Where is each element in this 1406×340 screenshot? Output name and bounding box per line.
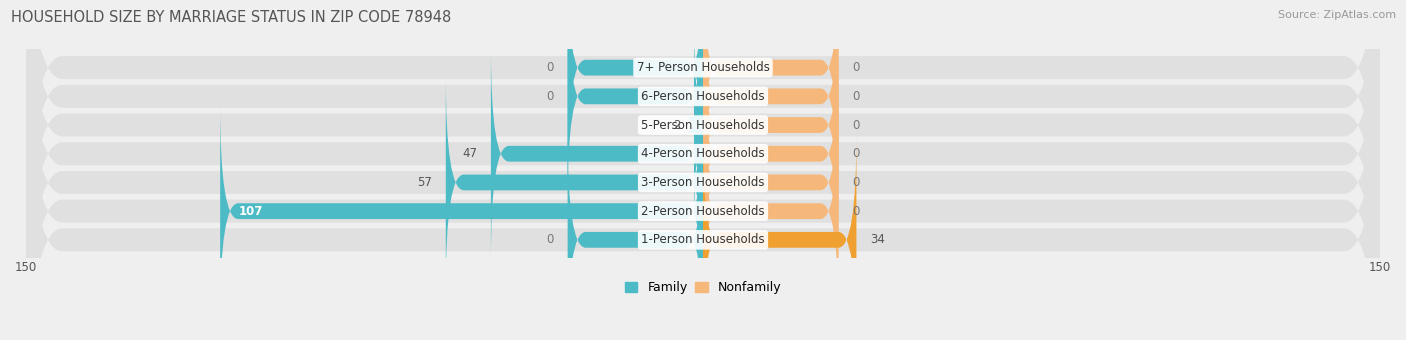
Text: 7+ Person Households: 7+ Person Households: [637, 61, 769, 74]
Text: 0: 0: [852, 147, 859, 160]
Text: 0: 0: [852, 90, 859, 103]
FancyBboxPatch shape: [27, 0, 1379, 314]
Text: 107: 107: [238, 205, 263, 218]
FancyBboxPatch shape: [446, 75, 703, 289]
Text: HOUSEHOLD SIZE BY MARRIAGE STATUS IN ZIP CODE 78948: HOUSEHOLD SIZE BY MARRIAGE STATUS IN ZIP…: [11, 10, 451, 25]
Legend: Family, Nonfamily: Family, Nonfamily: [624, 281, 782, 294]
Text: 4-Person Households: 4-Person Households: [641, 147, 765, 160]
Text: 2: 2: [673, 119, 681, 132]
FancyBboxPatch shape: [703, 0, 838, 203]
FancyBboxPatch shape: [27, 22, 1379, 340]
Text: 47: 47: [463, 147, 478, 160]
Text: 0: 0: [852, 205, 859, 218]
Text: 0: 0: [852, 61, 859, 74]
FancyBboxPatch shape: [27, 0, 1379, 340]
Text: 0: 0: [547, 90, 554, 103]
FancyBboxPatch shape: [27, 0, 1379, 340]
FancyBboxPatch shape: [568, 133, 703, 340]
Text: 57: 57: [418, 176, 432, 189]
FancyBboxPatch shape: [703, 104, 838, 318]
FancyBboxPatch shape: [703, 18, 838, 232]
Text: 34: 34: [870, 233, 884, 246]
FancyBboxPatch shape: [703, 0, 838, 174]
FancyBboxPatch shape: [27, 0, 1379, 286]
FancyBboxPatch shape: [27, 0, 1379, 340]
FancyBboxPatch shape: [568, 0, 703, 203]
Text: 0: 0: [547, 233, 554, 246]
Text: 2-Person Households: 2-Person Households: [641, 205, 765, 218]
FancyBboxPatch shape: [568, 0, 703, 174]
Text: 0: 0: [547, 61, 554, 74]
Text: 6-Person Households: 6-Person Households: [641, 90, 765, 103]
FancyBboxPatch shape: [685, 18, 711, 232]
Text: Source: ZipAtlas.com: Source: ZipAtlas.com: [1278, 10, 1396, 20]
Text: 0: 0: [852, 119, 859, 132]
FancyBboxPatch shape: [27, 0, 1379, 340]
Text: 3-Person Households: 3-Person Households: [641, 176, 765, 189]
FancyBboxPatch shape: [491, 47, 703, 261]
FancyBboxPatch shape: [221, 104, 703, 318]
FancyBboxPatch shape: [703, 75, 838, 289]
Text: 0: 0: [852, 176, 859, 189]
FancyBboxPatch shape: [703, 47, 838, 261]
Text: 5-Person Households: 5-Person Households: [641, 119, 765, 132]
Text: 1-Person Households: 1-Person Households: [641, 233, 765, 246]
FancyBboxPatch shape: [703, 133, 856, 340]
